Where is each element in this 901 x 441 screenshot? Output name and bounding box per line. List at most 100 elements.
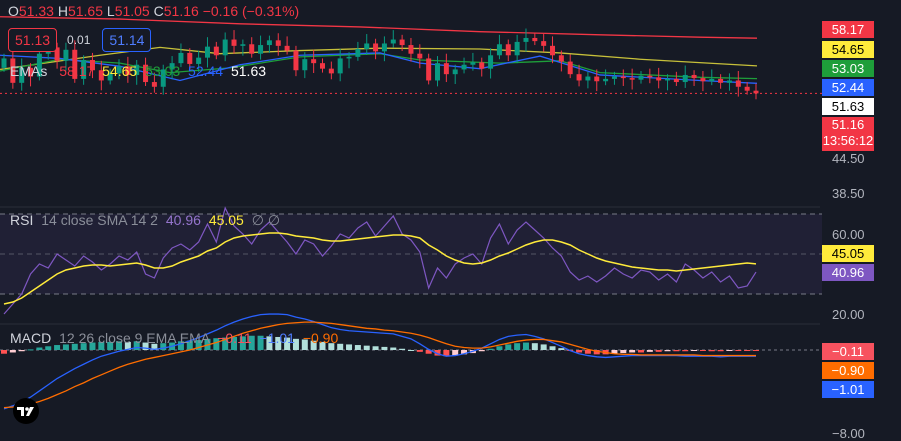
- buy-button[interactable]: 51.14: [102, 28, 152, 52]
- candle-body: [204, 46, 210, 58]
- candle-body: [673, 78, 679, 83]
- candle-body: [558, 55, 564, 62]
- macd-histogram-bar: [1, 350, 7, 354]
- candle-body: [753, 90, 759, 94]
- macd-histogram-bar: [629, 350, 636, 353]
- candle-body: [408, 45, 414, 54]
- candle-body: [116, 66, 122, 74]
- macd-histogram-bar: [558, 348, 565, 350]
- candle-body: [620, 76, 626, 79]
- axis-label-ema-5: 51.63: [822, 98, 874, 115]
- macd-histogram-bar: [576, 350, 583, 353]
- macd-histogram-bar: [89, 342, 96, 350]
- rsi-axis-label-sma: 45.05: [822, 245, 874, 262]
- candle-body: [19, 67, 25, 83]
- candle-body: [169, 63, 175, 70]
- macd-histogram-bar: [381, 346, 388, 350]
- candle-body: [443, 63, 449, 75]
- macd-histogram-bar: [27, 349, 34, 351]
- ema-legend-value-2: 54.65: [102, 63, 138, 79]
- macd-histogram-bar: [292, 338, 299, 350]
- last-price-label: 51.16 13:56:12: [822, 117, 874, 151]
- bar-countdown: 13:56:12: [822, 133, 874, 148]
- macd-histogram-bar: [195, 340, 202, 350]
- macd-histogram-bar: [98, 341, 105, 350]
- candle-body: [541, 41, 547, 46]
- macd-histogram-bar: [691, 350, 698, 351]
- rsi-legend-name: RSI: [10, 212, 34, 228]
- candle-body: [461, 64, 467, 70]
- open-label: O: [8, 3, 19, 19]
- macd-histogram-bar: [496, 346, 503, 350]
- candle-body: [523, 37, 529, 42]
- candle-body: [488, 55, 494, 69]
- macd-histogram-bar: [142, 342, 149, 350]
- macd-histogram-bar: [664, 350, 671, 352]
- tradingview-logo-icon[interactable]: [10, 398, 42, 424]
- low-label: L: [106, 3, 115, 19]
- rsi-sma-line: [3, 232, 757, 305]
- macd-histogram-bar: [186, 340, 193, 350]
- macd-histogram-bar: [151, 343, 158, 350]
- candle-body: [505, 44, 511, 56]
- macd-legend[interactable]: MACD 12 26 close 9 EMA EMA −0.11 −1.01 −…: [10, 330, 338, 346]
- macd-histogram-bar: [549, 346, 556, 350]
- candle-body: [143, 64, 149, 83]
- candle-body: [81, 60, 87, 79]
- macd-histogram-bar: [319, 341, 326, 350]
- macd-axis-label-macd: −1.01: [822, 381, 874, 398]
- candle-body: [89, 60, 95, 71]
- macd-histogram-bar: [735, 350, 742, 351]
- candle-body: [337, 58, 343, 74]
- open-value: 51.33: [18, 3, 54, 19]
- macd-histogram-bar: [514, 343, 521, 350]
- candle-body: [744, 86, 750, 91]
- macd-signal-legend-value: −0.90: [302, 330, 339, 346]
- ema-legend[interactable]: EMAs 58.17 54.65 53.03 52.44 51.63: [10, 63, 266, 79]
- axis-label-ema-2: 54.65: [822, 41, 874, 58]
- high-value: 51.65: [67, 3, 103, 19]
- macd-histogram-bar: [62, 344, 69, 350]
- sell-button[interactable]: 51.13: [8, 28, 58, 52]
- candle-body: [178, 52, 184, 64]
- candle-body: [638, 75, 644, 80]
- axis-label-ema-4: 52.44: [822, 79, 874, 96]
- candle-body: [665, 78, 671, 81]
- macd-histogram-bar: [36, 347, 43, 350]
- candle-body: [691, 74, 697, 79]
- candle-body: [63, 49, 69, 61]
- candle-body: [611, 76, 617, 79]
- macd-histogram-bar: [107, 341, 114, 350]
- candle-body: [258, 45, 264, 54]
- close-label: C: [153, 3, 164, 19]
- ohlc-readout: O51.33 H51.65 L51.05 C51.16 −0.16 (−0.31…: [8, 3, 299, 19]
- candle-body: [452, 69, 458, 75]
- candle-body: [319, 63, 325, 69]
- macd-histogram-bar: [372, 346, 379, 350]
- macd-hist-legend-value: −0.11: [217, 330, 252, 346]
- macd-histogram-bar: [284, 337, 291, 350]
- price-tick-1: 44.50: [832, 151, 865, 166]
- candle-body: [532, 37, 538, 42]
- ema-legend-value-1: 58.17: [59, 63, 95, 79]
- candle-body: [151, 82, 157, 87]
- macd-histogram-bar: [434, 350, 441, 356]
- macd-histogram-bar: [620, 350, 627, 354]
- candle-body: [284, 45, 290, 51]
- candle-body: [496, 44, 502, 56]
- candle-body: [709, 78, 715, 82]
- candle-body: [567, 61, 573, 75]
- candle-body: [346, 56, 352, 59]
- candle-body: [1, 58, 7, 68]
- candle-body: [479, 62, 485, 69]
- rsi-legend-params: 14 close SMA 14 2: [41, 212, 158, 228]
- macd-histogram-bar: [407, 350, 414, 351]
- candle-body: [293, 50, 299, 71]
- rsi-sma-legend-value: 45.05: [208, 212, 244, 228]
- candle-body: [470, 62, 476, 65]
- candle-body: [682, 74, 688, 83]
- rsi-legend[interactable]: RSI 14 close SMA 14 2 40.96 45.05 ∅ ∅: [10, 212, 280, 229]
- macd-histogram-bar: [646, 350, 653, 352]
- macd-tick-1: −8.00: [832, 426, 865, 441]
